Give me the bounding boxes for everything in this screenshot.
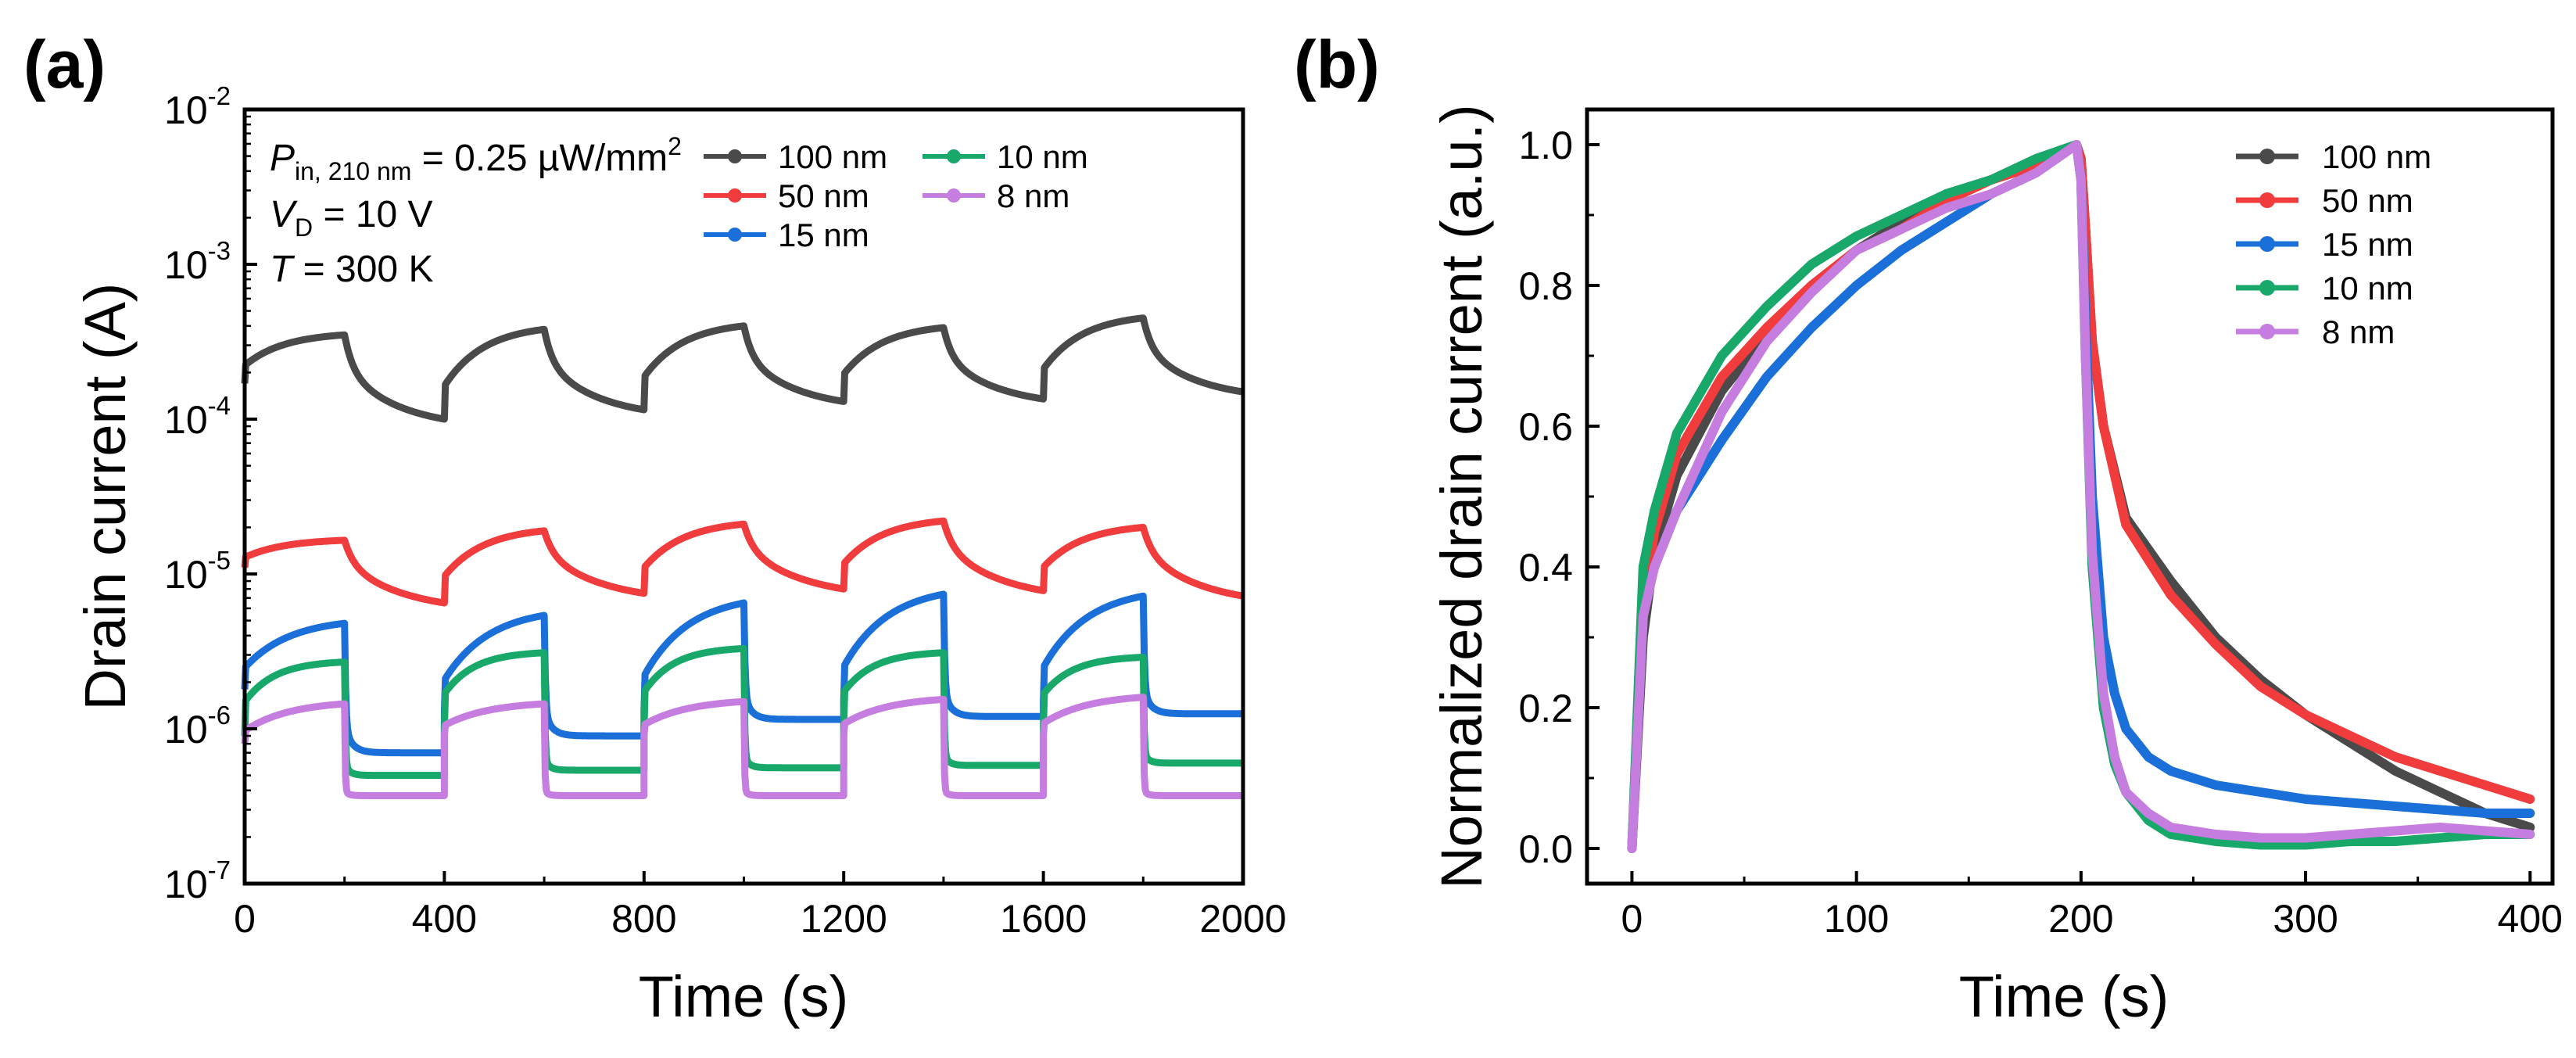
power-superscript: 2 <box>668 132 682 160</box>
series-15-nm-line <box>241 590 1246 757</box>
legend-marker-10-nm <box>947 149 961 163</box>
legend-marker-10-nm <box>2259 280 2275 296</box>
series-50-nm-line <box>241 517 1246 607</box>
legend-label-50-nm: 50 nm <box>2322 182 2413 219</box>
panel-a-x-ticks: 0 400 800 1200 1600 2000 <box>234 871 1287 941</box>
panel-b-legend: 100 nm 50 nm 15 nm 10 nm 8 nm <box>2236 138 2431 350</box>
series-10-nm-line <box>241 644 1246 780</box>
x-tick-label: 800 <box>611 897 676 941</box>
y-tick-label: 1.0 <box>1518 124 1573 167</box>
voltage-symbol: V <box>270 194 298 235</box>
y-tick-label: 0.4 <box>1518 546 1573 590</box>
temperature-symbol: T <box>270 249 296 290</box>
y-tick-label: 10-4 <box>164 391 231 442</box>
legend-label-10-nm: 10 nm <box>997 138 1088 175</box>
x-tick-label: 400 <box>412 897 477 941</box>
legend-marker-50-nm <box>2259 192 2275 208</box>
legend-label-8-nm: 8 nm <box>2322 314 2395 350</box>
y-tick-label: 10-5 <box>164 546 231 597</box>
legend-label-15-nm: 15 nm <box>778 217 869 253</box>
legend-marker-15-nm <box>728 228 742 242</box>
y-tick-label: 0.8 <box>1518 264 1573 308</box>
legend-label-100-nm: 100 nm <box>2322 138 2431 175</box>
y-tick-label: 10-3 <box>164 236 231 287</box>
power-subscript: in, 210 nm <box>295 157 411 185</box>
panel-a-y-ticks: 10-7 10-6 10-5 10-4 10-3 10-2 <box>164 81 257 906</box>
y-tick-label: 10-2 <box>164 81 231 132</box>
legend-label-50-nm: 50 nm <box>778 178 869 214</box>
panel-a-x-axis-label: Time (s) <box>639 964 849 1029</box>
series-100-nm-line <box>241 314 1246 423</box>
y-tick-label: 0.2 <box>1518 687 1573 730</box>
panel-a-label: (a) <box>23 27 106 102</box>
legend-label-8-nm: 8 nm <box>997 178 1069 214</box>
legend-marker-15-nm <box>2259 236 2275 252</box>
panel-a-temperature-annotation: T = 300 K <box>270 249 433 290</box>
voltage-subscript: D <box>295 213 313 242</box>
y-tick-label: 0.0 <box>1518 827 1573 871</box>
y-tick-label: 10-7 <box>164 855 231 906</box>
x-tick-label: 400 <box>2498 897 2563 941</box>
y-tick-label: 0.6 <box>1518 405 1573 449</box>
panel-b-curves <box>1627 140 2535 853</box>
panel-b-x-axis-label: Time (s) <box>1959 964 2169 1029</box>
x-tick-label: 200 <box>2048 897 2113 941</box>
legend-label-15-nm: 15 nm <box>2322 226 2413 263</box>
voltage-value: = 10 V <box>313 194 432 235</box>
legend-label-100-nm: 100 nm <box>778 138 887 175</box>
panel-a-y-axis-label: Drain current (A) <box>73 283 138 711</box>
x-tick-label: 100 <box>1824 897 1889 941</box>
panel-b-y-axis-label: Normalized drain current (a.u.) <box>1429 104 1494 888</box>
y-tick-label: 10-6 <box>164 701 231 751</box>
x-tick-label: 0 <box>1621 897 1643 941</box>
x-tick-label: 2000 <box>1199 897 1286 941</box>
power-value: = 0.25 µW/mm <box>411 138 668 179</box>
panel-a-curves <box>241 314 1246 799</box>
panel-a-voltage-annotation: VD = 10 V <box>270 194 433 242</box>
panel-b-label: (b) <box>1294 27 1380 102</box>
legend-marker-100-nm <box>2259 149 2275 164</box>
legend-marker-100-nm <box>728 149 742 163</box>
panel-a-power-annotation: Pin, 210 nm = 0.25 µW/mm2 <box>270 132 682 185</box>
x-tick-label: 1200 <box>801 897 887 941</box>
legend-marker-50-nm <box>728 188 742 203</box>
panel-b-y-ticks: 0.0 0.2 0.4 0.6 0.8 1.0 <box>1518 124 1600 871</box>
legend-marker-8-nm <box>2259 324 2275 339</box>
power-symbol: P <box>270 138 295 179</box>
x-tick-label: 0 <box>234 897 256 941</box>
series-8-nm-line <box>1627 140 2535 853</box>
x-tick-label: 1600 <box>1000 897 1087 941</box>
series-8-nm-line <box>241 694 1246 799</box>
panel-b-x-ticks: 0 100 200 300 400 <box>1621 871 2563 941</box>
legend-marker-8-nm <box>947 188 961 203</box>
x-tick-label: 300 <box>2273 897 2338 941</box>
temperature-value: = 300 K <box>292 249 433 290</box>
legend-label-10-nm: 10 nm <box>2322 270 2413 307</box>
